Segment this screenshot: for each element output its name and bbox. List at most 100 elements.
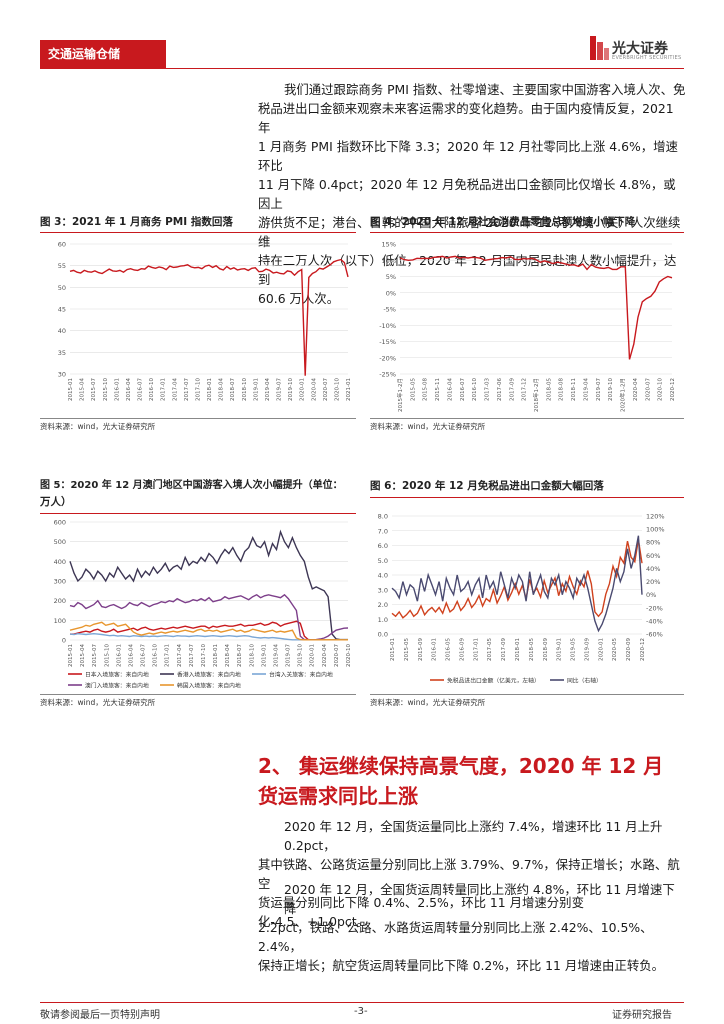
x-tick-label: 2019-07 <box>277 378 283 401</box>
fig3-source: 资料来源：wind，光大证券研究所 <box>40 422 156 431</box>
x-tick-label: 2020-01 <box>300 378 306 401</box>
y2-tick-label: 0% <box>646 591 656 599</box>
section-paragraph-2: 2020 年 12 月，全国货运周转量同比上涨约 4.8%，环比 11 月增速下… <box>258 880 686 975</box>
y-tick-label: 10% <box>382 257 396 265</box>
logo-text: 光大证券 <box>612 41 668 57</box>
x-tick-label: 2020-01 <box>598 638 604 661</box>
y2-tick-label: 40% <box>646 565 660 573</box>
fig4-rule <box>370 232 684 233</box>
series-line <box>70 620 348 641</box>
x-tick-label: 2017-06 <box>497 378 503 401</box>
intro-line: 税品进出口金额来观察未来客运需求的变化趋势。由于国内疫情反复，2021 年 <box>258 101 674 135</box>
x-tick-label: 2020年1-2月 <box>619 378 627 412</box>
x-tick-label: 2017-05 <box>487 638 493 661</box>
company-logo-icon <box>590 36 609 60</box>
x-tick-label: 2017-10 <box>201 644 207 667</box>
fig6-bottom-rule <box>370 694 684 695</box>
x-tick-label: 2018-07 <box>237 644 243 667</box>
header-category: 交通运输仓储 <box>48 47 121 61</box>
x-tick-label: 2016-07 <box>460 378 466 401</box>
y2-tick-label: 80% <box>646 539 660 547</box>
y-tick-label: 8.0 <box>378 513 388 521</box>
x-tick-label: 2019-04 <box>273 644 279 667</box>
header-rule <box>40 68 684 69</box>
para2-line: 保持正增长；航空货运周转量同比下降 0.2%，环比 11 月增速由正转负。 <box>258 958 664 973</box>
x-tick-label: 2016-07 <box>138 378 144 401</box>
fig4-title: 图 4：2020 年 12 月社会消费品零售总额增速小幅下降 <box>370 216 636 228</box>
intro-line: 60.6 万人次。 <box>258 291 340 306</box>
x-tick-label: 2015-07 <box>92 644 98 667</box>
x-tick-label: 2017-01 <box>473 638 479 661</box>
logo-subtext: EVERBRIGHT SECURITIES <box>612 55 682 61</box>
fig3-rule <box>40 232 356 233</box>
x-tick-label: 2015-05 <box>410 378 416 401</box>
x-tick-label: 2016-10 <box>149 378 155 401</box>
para2-line: 2020 年 12 月，全国货运周转量同比上涨约 4.8%，环比 11 月增速下… <box>284 882 675 916</box>
x-tick-label: 2018-10 <box>242 378 248 401</box>
y2-tick-label: 100% <box>646 526 665 534</box>
y-tick-label: 40 <box>58 327 66 335</box>
x-tick-label: 2019-04 <box>583 378 589 401</box>
series-line <box>69 621 348 641</box>
x-tick-label: 2019-01 <box>261 644 267 667</box>
x-tick-label: 2015-01 <box>68 644 74 667</box>
intro-line: 11 月下降 0.4pct；2020 年 12 月免税品进出口金额同比仅增长 4… <box>258 177 676 211</box>
y-tick-label: 3.0 <box>378 586 388 594</box>
x-tick-label: 2016-05 <box>446 638 452 661</box>
fig6-source: 资料来源：wind，光大证券研究所 <box>370 698 486 707</box>
fig3-title: 图 3：2021 年 1 月商务 PMI 指数回落 <box>40 216 233 228</box>
x-tick-label: 2015-11 <box>435 378 441 401</box>
footer-disclaimer: 敬请参阅最后一页特别声明 <box>40 1010 160 1021</box>
para1-line: 其中铁路、公路货运量分别同比上涨 3.79%、9.7%，保持正增长；水路、航空 <box>258 857 680 891</box>
x-tick-label: 2020-07 <box>334 644 340 667</box>
x-tick-label: 2017-01 <box>165 644 171 667</box>
x-tick-label: 2017-10 <box>195 378 201 401</box>
x-tick-label: 2018-01 <box>213 644 219 667</box>
fig4-chart: 15% 10% 5% 0% -5% -10% -15% -20% -25%2015年1-2月 20… <box>379 241 676 412</box>
x-tick-label: 2019-01 <box>557 638 563 661</box>
x-tick-label: 2016-04 <box>126 378 132 401</box>
series-line <box>391 535 643 633</box>
x-tick-label: 2016-09 <box>459 638 465 661</box>
fig3-bottom-rule <box>40 418 356 419</box>
section-title-line1: 2、 集运继续保持高景气度，2020 年 12 月 <box>258 754 664 778</box>
x-tick-label: 2020-05 <box>612 638 618 661</box>
x-tick-label: 2020-10 <box>334 378 340 401</box>
y-tick-label: 15% <box>382 241 396 249</box>
y-tick-label: 0 <box>62 637 66 645</box>
x-tick-label: 2020-10 <box>346 644 352 667</box>
x-tick-label: 2015-08 <box>423 378 429 401</box>
x-tick-label: 2020-04 <box>322 644 328 667</box>
x-tick-label: 2016-10 <box>472 378 478 401</box>
section-title-line2: 货运需求同比上涨 <box>258 784 418 808</box>
y-tick-label: 60 <box>58 241 66 249</box>
y-tick-label: 1.0 <box>378 616 388 624</box>
footer-page-number: -3- <box>354 1006 368 1017</box>
x-tick-label: 2018-07 <box>230 378 236 401</box>
x-tick-label: 2017-07 <box>189 644 195 667</box>
x-tick-label: 2019-10 <box>608 378 614 401</box>
y-tick-label: 100 <box>54 617 66 625</box>
x-tick-label: 2015-07 <box>91 378 97 401</box>
x-tick-label: 2018-09 <box>543 638 549 661</box>
x-tick-label: 2017-04 <box>177 644 183 667</box>
y2-tick-label: 120% <box>646 513 665 521</box>
y-tick-label: 30 <box>58 371 66 379</box>
y-tick-label: -10% <box>379 322 396 330</box>
x-tick-label: 2018-04 <box>219 378 225 401</box>
x-tick-label: 2020-04 <box>311 378 317 401</box>
x-tick-label: 2017-09 <box>501 638 507 661</box>
para2-line: 2.2pct，铁路、公路、水路货运周转量分别同比上涨 2.42%、10.5%、2… <box>258 920 653 954</box>
x-tick-label: 2018-08 <box>559 378 565 401</box>
x-tick-label: 2019-10 <box>298 644 304 667</box>
y-tick-label: 6.0 <box>378 542 388 550</box>
x-tick-label: 2019-04 <box>265 378 271 401</box>
y-tick-label: 300 <box>54 578 66 586</box>
x-tick-label: 2020-12 <box>670 378 676 401</box>
x-tick-label: 2018-04 <box>225 644 231 667</box>
fig5-title-line1: 图 5：2020 年 12 月澳门地区中国游客入境人次小幅提升（单位： <box>40 480 343 491</box>
legend-label: 同比（右轴） <box>567 677 602 685</box>
legend-label: 日本入境旅客：来自内地 <box>85 671 149 679</box>
x-tick-label: 2020-07 <box>323 378 329 401</box>
